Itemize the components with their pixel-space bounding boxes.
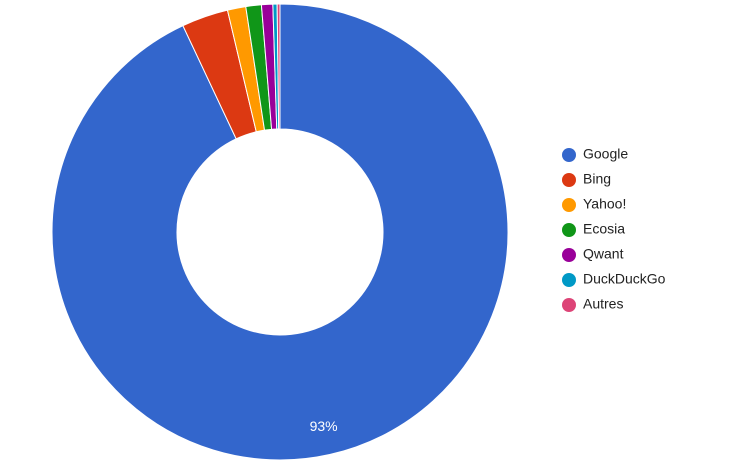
legend-label: Autres	[583, 296, 623, 312]
legend-marker	[562, 273, 576, 287]
legend-label: Google	[583, 146, 628, 162]
legend-marker	[562, 223, 576, 237]
legend-marker	[562, 298, 576, 312]
legend-label: Ecosia	[583, 221, 625, 237]
legend-label: DuckDuckGo	[583, 271, 666, 287]
legend-marker	[562, 173, 576, 187]
legend-marker	[562, 148, 576, 162]
legend-label: Bing	[583, 171, 611, 187]
legend-label: Yahoo!	[583, 196, 626, 212]
slice-label: 93%	[310, 418, 338, 434]
slice	[51, 3, 509, 461]
legend-marker	[562, 248, 576, 262]
legend-label: Qwant	[583, 246, 624, 262]
legend-marker	[562, 198, 576, 212]
slice	[276, 3, 281, 130]
